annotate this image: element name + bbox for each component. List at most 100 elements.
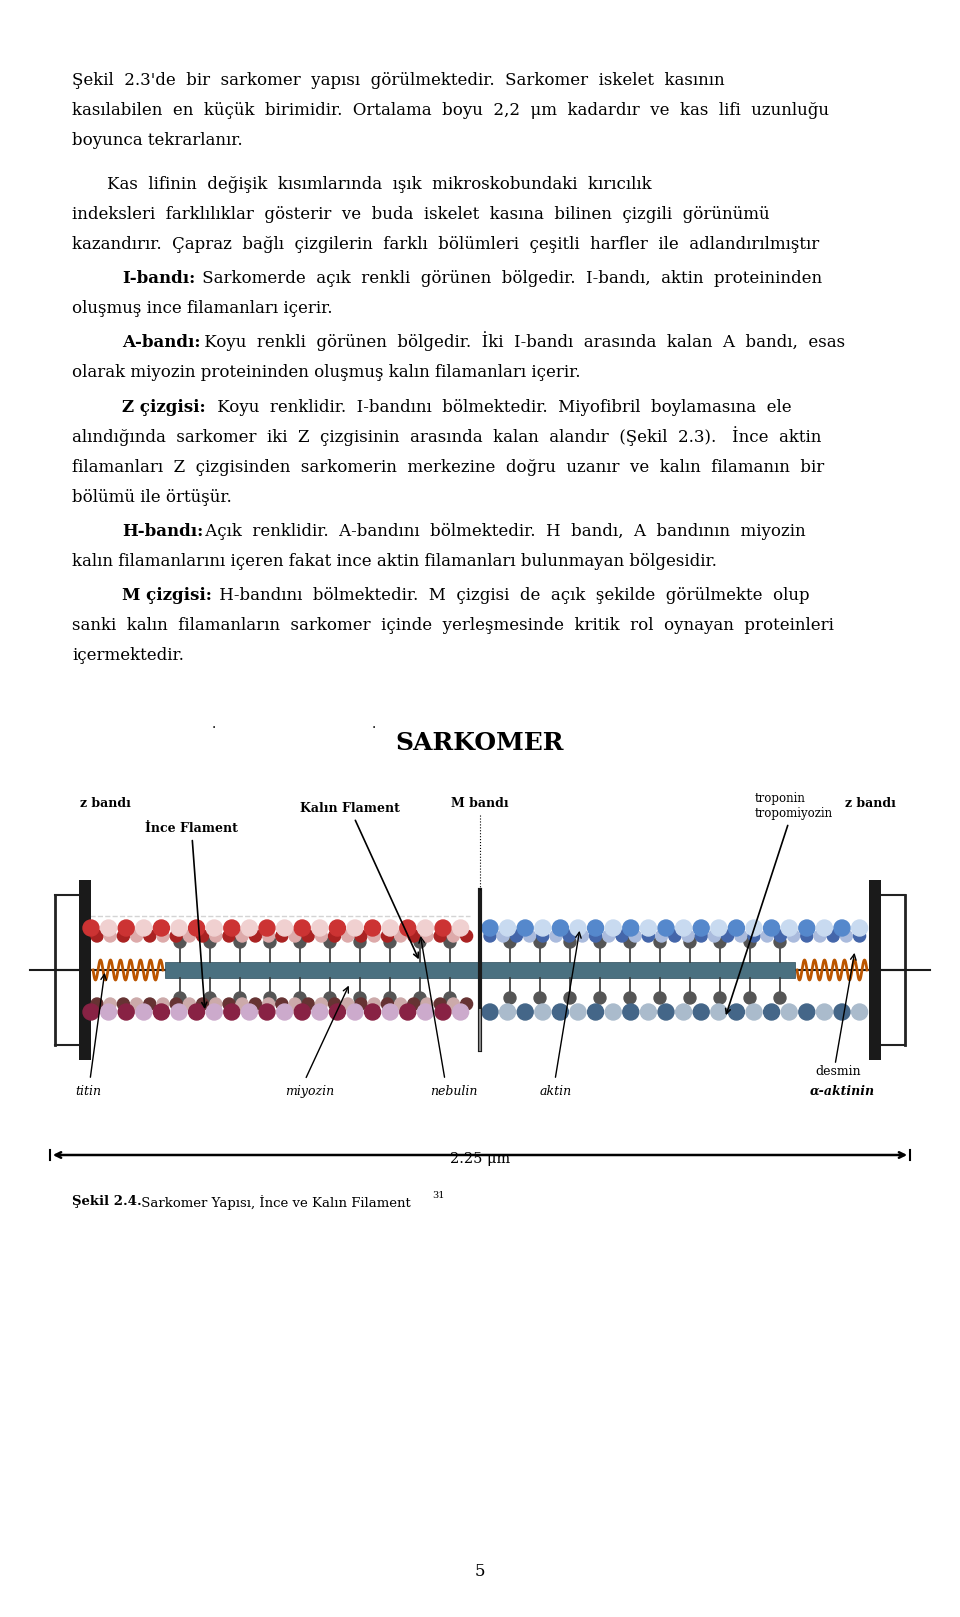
Text: indeksleri  farklılıklar  gösterir  ve  buda  iskelet  kasına  bilinen  çizgili : indeksleri farklılıklar gösterir ve buda… [72, 205, 770, 223]
Circle shape [263, 998, 275, 1011]
Circle shape [294, 1004, 310, 1020]
Circle shape [435, 920, 451, 936]
Circle shape [414, 936, 426, 948]
Circle shape [714, 936, 726, 948]
Circle shape [135, 1004, 152, 1020]
Circle shape [775, 930, 786, 943]
Circle shape [744, 991, 756, 1004]
Circle shape [564, 936, 576, 948]
Circle shape [564, 991, 576, 1004]
Text: miyozin: miyozin [285, 1085, 334, 1098]
Bar [79, 880, 91, 1061]
Circle shape [197, 930, 208, 943]
Circle shape [801, 930, 813, 943]
Circle shape [535, 920, 551, 936]
Circle shape [434, 930, 446, 943]
Circle shape [83, 920, 99, 936]
Text: Açık  renklidir.  A-bandını  bölmektedir.  H  bandı,  A  bandının  miyozin: Açık renklidir. A-bandını bölmektedir. H… [200, 522, 805, 540]
Circle shape [264, 936, 276, 948]
Circle shape [223, 930, 235, 943]
Circle shape [294, 991, 306, 1004]
Circle shape [840, 930, 852, 943]
Circle shape [241, 1004, 257, 1020]
Circle shape [834, 1004, 850, 1020]
Circle shape [369, 998, 380, 1011]
Circle shape [381, 998, 394, 1011]
Circle shape [517, 920, 533, 936]
Circle shape [204, 991, 216, 1004]
Circle shape [83, 1004, 99, 1020]
Circle shape [774, 936, 786, 948]
Circle shape [171, 920, 187, 936]
Circle shape [781, 920, 797, 936]
Circle shape [329, 920, 346, 936]
Text: Şekil 2.4.: Şekil 2.4. [72, 1195, 142, 1208]
Circle shape [447, 930, 460, 943]
Circle shape [414, 991, 426, 1004]
Circle shape [421, 998, 433, 1011]
Circle shape [294, 920, 310, 936]
Circle shape [748, 930, 760, 943]
Circle shape [708, 930, 720, 943]
Circle shape [669, 930, 681, 943]
Circle shape [236, 930, 249, 943]
Circle shape [365, 920, 380, 936]
Circle shape [452, 920, 468, 936]
Text: Z çizgisi:: Z çizgisi: [122, 399, 205, 416]
Circle shape [276, 930, 288, 943]
Circle shape [223, 998, 235, 1011]
Circle shape [381, 930, 394, 943]
Circle shape [684, 991, 696, 1004]
Circle shape [834, 920, 850, 936]
Circle shape [347, 920, 363, 936]
Circle shape [744, 936, 756, 948]
Circle shape [328, 998, 341, 1011]
Circle shape [594, 936, 606, 948]
Text: H-bandı:: H-bandı: [122, 522, 204, 540]
Circle shape [183, 930, 196, 943]
Circle shape [263, 930, 275, 943]
Text: İnce Flament: İnce Flament [145, 821, 238, 1007]
Text: Kas  lifinin  değişik  kısımlarında  ışık  mikroskobundaki  kırıcılık: Kas lifinin değişik kısımlarında ışık mi… [107, 176, 652, 192]
Circle shape [421, 930, 433, 943]
Circle shape [395, 998, 407, 1011]
Circle shape [154, 1004, 169, 1020]
Circle shape [382, 920, 398, 936]
Circle shape [170, 998, 182, 1011]
Circle shape [746, 920, 762, 936]
Circle shape [534, 936, 546, 948]
Circle shape [210, 930, 222, 943]
Circle shape [511, 930, 522, 943]
Circle shape [316, 998, 327, 1011]
Circle shape [347, 1004, 363, 1020]
Circle shape [787, 930, 800, 943]
Circle shape [588, 920, 604, 936]
Circle shape [537, 930, 549, 943]
Circle shape [204, 936, 216, 948]
Circle shape [408, 998, 420, 1011]
Circle shape [497, 930, 509, 943]
Circle shape [276, 920, 293, 936]
Circle shape [157, 930, 169, 943]
Circle shape [552, 920, 568, 936]
Circle shape [171, 1004, 187, 1020]
Circle shape [570, 1004, 586, 1020]
Circle shape [206, 920, 222, 936]
Text: I-bandı:: I-bandı: [122, 270, 195, 288]
Circle shape [852, 1004, 868, 1020]
Circle shape [623, 1004, 638, 1020]
Text: desmin: desmin [815, 1066, 860, 1079]
Circle shape [461, 930, 472, 943]
Circle shape [117, 930, 130, 943]
Circle shape [355, 998, 367, 1011]
Circle shape [117, 998, 130, 1011]
Circle shape [504, 991, 516, 1004]
Text: 31: 31 [432, 1192, 444, 1200]
Circle shape [444, 936, 456, 948]
Circle shape [118, 1004, 134, 1020]
Text: bölümü ile örtüşür.: bölümü ile örtüşür. [72, 488, 231, 506]
Text: içermektedir.: içermektedir. [72, 647, 184, 665]
Text: SARKOMER: SARKOMER [396, 731, 564, 755]
Circle shape [154, 920, 169, 936]
Text: sanki  kalın  filamanların  sarkomer  içinde  yerleşmesinde  kritik  rol  oynaya: sanki kalın filamanların sarkomer içinde… [72, 618, 834, 634]
